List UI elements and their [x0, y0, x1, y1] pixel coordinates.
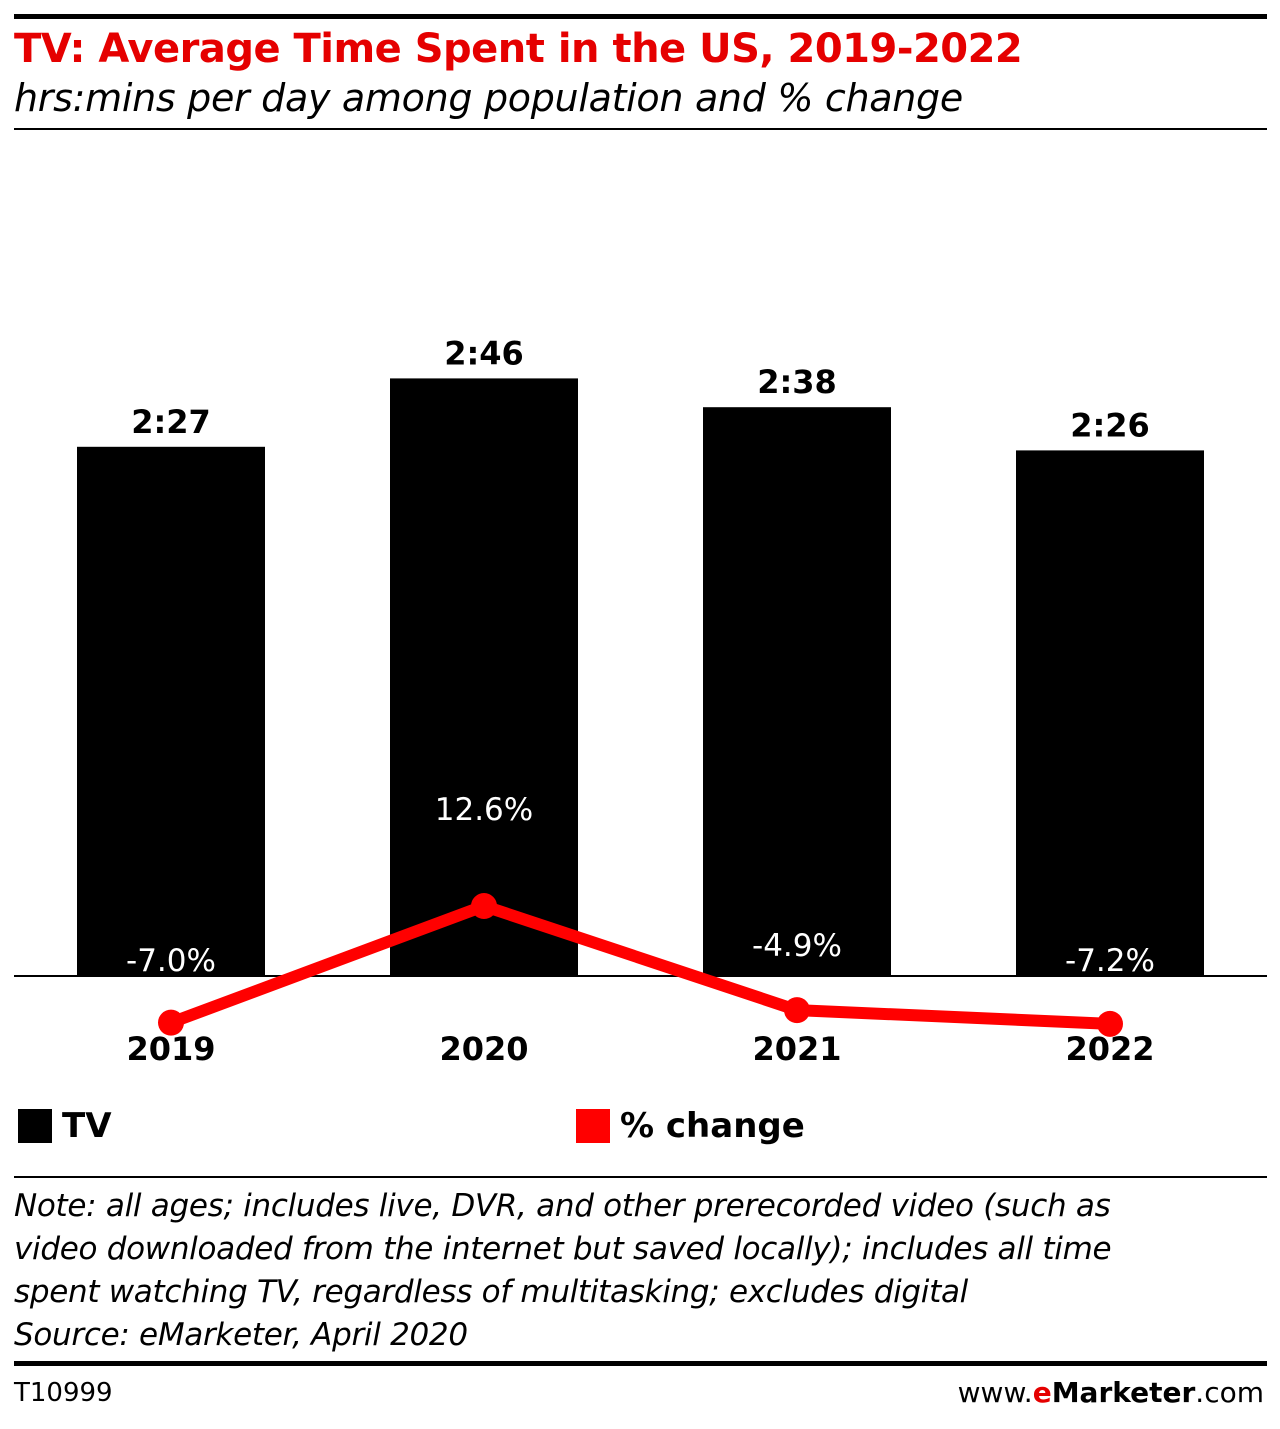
change-point-2020 — [471, 893, 497, 920]
top-rule — [14, 14, 1267, 19]
change-line — [165, 900, 1116, 1030]
x-tick-2019: 2019 — [126, 1030, 215, 1068]
chart-title: TV: Average Time Spent in the US, 2019-2… — [14, 26, 1023, 72]
x-tick-2020: 2020 — [439, 1030, 528, 1068]
source-line: Source: eMarketer, April 2020 — [14, 1317, 468, 1353]
bar-2021 — [703, 407, 891, 976]
change-label-2020: 12.6% — [435, 792, 533, 828]
note-line: spent watching TV, regardless of multita… — [14, 1274, 968, 1310]
footer-rule — [14, 1361, 1267, 1366]
legend-tv-swatch — [18, 1109, 52, 1143]
change-point-2021 — [784, 997, 810, 1024]
change-label-2021: -4.9% — [752, 928, 842, 964]
bar-label-2019: 2:27 — [131, 403, 211, 441]
chart-code: T10999 — [14, 1378, 113, 1408]
legend-change: % change — [576, 1106, 805, 1146]
brand-url: www.eMarketer.com — [957, 1376, 1264, 1409]
bar-2020 — [390, 378, 578, 976]
x-tick-2021: 2021 — [752, 1030, 841, 1068]
note-line: video downloaded from the internet but s… — [14, 1231, 1112, 1267]
chart-plot: 2:27 2:46 2:38 2:26 -7.0% 12.6% -4.9% -7.2% 2019… — [14, 334, 1267, 1068]
chart-subtitle: hrs:mins per day among population and % … — [14, 76, 963, 120]
legend-tv: TV — [18, 1106, 112, 1146]
note-line: Note: all ages; includes live, DVR, and … — [14, 1188, 1111, 1224]
legend-change-swatch — [576, 1109, 610, 1143]
change-point-2022 — [1097, 1010, 1123, 1037]
legend-change-label: % change — [620, 1106, 805, 1146]
bar-2022 — [1016, 450, 1204, 976]
change-point-2019 — [158, 1009, 184, 1036]
bar-label-2021: 2:38 — [757, 363, 837, 401]
bar-2019 — [77, 446, 265, 976]
legend-tv-label: TV — [62, 1106, 112, 1146]
change-label-2022: -7.2% — [1065, 943, 1155, 979]
header-rule — [14, 128, 1267, 130]
note-rule — [14, 1176, 1267, 1178]
change-label-2019: -7.0% — [126, 943, 216, 979]
bar-label-2020: 2:46 — [444, 334, 524, 372]
note-text: Note: all ages; includes live, DVR, and … — [14, 1185, 1112, 1357]
x-tick-2022: 2022 — [1065, 1030, 1154, 1068]
bar-label-2022: 2:26 — [1070, 406, 1150, 444]
